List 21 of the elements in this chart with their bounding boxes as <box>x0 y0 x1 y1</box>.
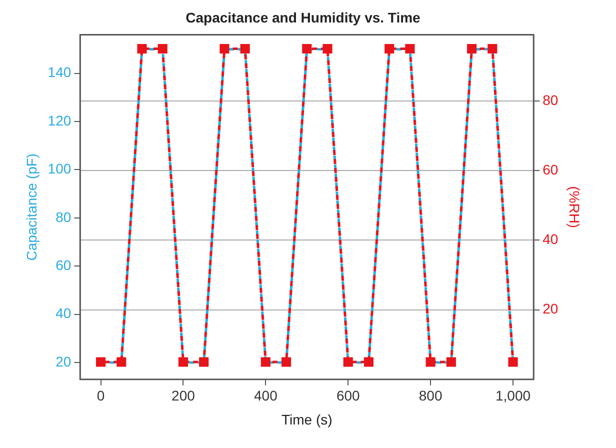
y2-tick-label: 60 <box>542 161 558 178</box>
x-tick-label: 600 <box>336 388 360 404</box>
y-tick-label: 20 <box>56 353 72 370</box>
y-tick-label: 80 <box>56 208 72 225</box>
y2-tick-label: 20 <box>542 300 558 317</box>
y-tick-label: 40 <box>56 305 72 322</box>
y2-tick-label: 40 <box>542 231 558 248</box>
x-tick-label: 800 <box>418 388 442 404</box>
chart-title: Capacitance and Humidity vs. Time <box>186 9 421 26</box>
x-tick-label: 0 <box>96 388 105 404</box>
y2-tick-label: 80 <box>542 92 558 108</box>
y-tick-label: 140 <box>48 64 72 80</box>
y-axis-title: Capacitance (pF) <box>23 153 40 261</box>
x-tick-label: 200 <box>172 388 196 404</box>
y-tick-label: 120 <box>48 112 72 128</box>
y-tick-label: 60 <box>56 257 72 273</box>
y2-axis-title: (%RH) <box>566 186 583 228</box>
y-tick-label: 100 <box>48 160 72 177</box>
x-axis-title: Time (s) <box>281 411 332 428</box>
x-tick-label: 400 <box>254 388 278 404</box>
x-tick-label: 1,000 <box>495 388 531 404</box>
